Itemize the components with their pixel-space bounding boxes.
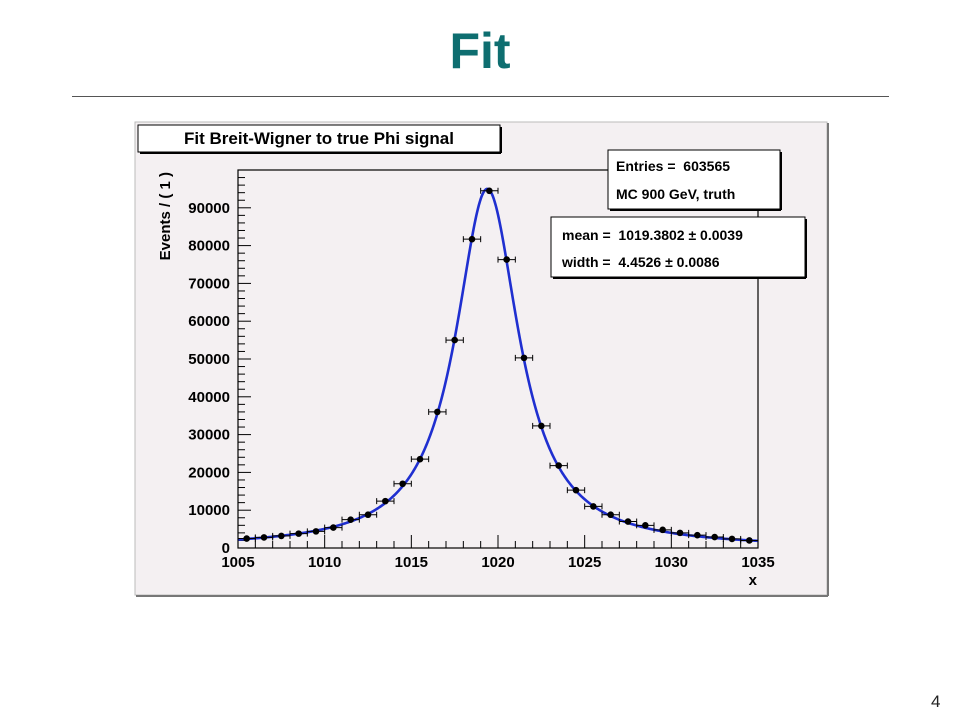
x-tick-label: 1025 [568,554,601,571]
data-marker [624,518,632,525]
y-tick-label: 0 [222,540,230,557]
data-point [306,528,326,535]
x-axis-label: x [749,572,758,589]
data-marker [312,528,320,535]
data-marker [243,535,250,542]
data-marker [642,522,649,529]
data-marker [555,462,562,469]
x-tick-label: 1035 [741,554,774,571]
data-point [254,534,274,541]
data-marker [503,256,510,263]
data-point [497,256,516,263]
data-point [324,524,343,531]
title-divider [72,96,889,97]
slide-number: 4 [931,692,941,711]
data-point [480,187,499,195]
data-marker [451,336,458,344]
x-tick-label: 1010 [308,554,341,571]
data-marker [347,516,354,523]
data-point [566,486,586,494]
data-marker [607,511,614,519]
data-marker [659,526,666,534]
data-marker [330,524,337,531]
y-tick-label: 80000 [188,238,230,255]
chart-title: Fit Breit-Wigner to true Phi signal [184,129,454,148]
data-marker [746,537,753,544]
data-marker [711,533,718,541]
y-tick-label: 70000 [188,275,230,292]
data-marker [399,480,406,488]
data-point [549,462,568,469]
data-point [705,533,724,541]
data-point [376,497,395,505]
x-tick-label: 1005 [221,554,254,571]
x-tick-label: 1030 [655,554,688,571]
x-axis: 1005 1010 1015 1020 1025 1030 1035 [221,535,775,571]
data-point [410,455,430,463]
fit-width: width = 4.4526 ± 0.0086 [561,254,720,270]
x-tick-label: 1020 [481,554,514,571]
fit-mean: mean = 1019.3802 ± 0.0039 [562,227,743,243]
data-points-group [237,187,759,544]
data-marker [572,486,580,494]
chart-title-box [137,124,501,153]
data-point [341,516,360,523]
data-point [514,354,534,362]
x-tick-label: 1015 [395,554,428,571]
data-marker [676,529,684,537]
data-point [601,511,620,519]
y-axis-label: Events / ( 1 ) [157,172,174,260]
data-marker [295,530,302,537]
y-tick-label: 30000 [188,427,230,444]
data-marker [416,455,424,463]
data-point [532,422,551,430]
data-point [462,235,482,243]
y-tick-label: 90000 [188,200,230,217]
stats-box [607,149,781,210]
data-point [272,532,291,540]
y-tick-label: 40000 [188,389,230,406]
data-marker [728,535,736,543]
data-point [740,537,759,544]
data-marker [694,531,701,539]
stats-sample: MC 900 GeV, truth [616,186,735,202]
data-point [653,526,672,534]
data-marker [260,534,268,541]
data-marker [434,408,441,416]
data-point [445,336,464,344]
data-point [428,408,447,416]
data-marker [520,354,528,362]
data-point [358,511,378,519]
stats-entries: Entries = 603565 [616,158,730,174]
data-marker [364,511,372,519]
data-point [618,518,638,525]
data-point [393,480,412,488]
data-marker [382,497,389,505]
y-tick-label: 60000 [188,313,230,330]
y-tick-label: 20000 [188,464,230,481]
y-tick-label: 10000 [188,502,230,519]
data-marker [468,235,476,243]
y-axis: 0 10000 20000 30000 40000 50000 60000 70000 8000… [188,169,251,557]
slide-title: Fit [449,23,511,79]
data-marker [486,187,493,195]
data-marker [590,503,597,510]
data-marker [538,422,545,430]
data-marker [278,532,285,540]
data-point [584,503,603,510]
y-tick-label: 50000 [188,351,230,368]
